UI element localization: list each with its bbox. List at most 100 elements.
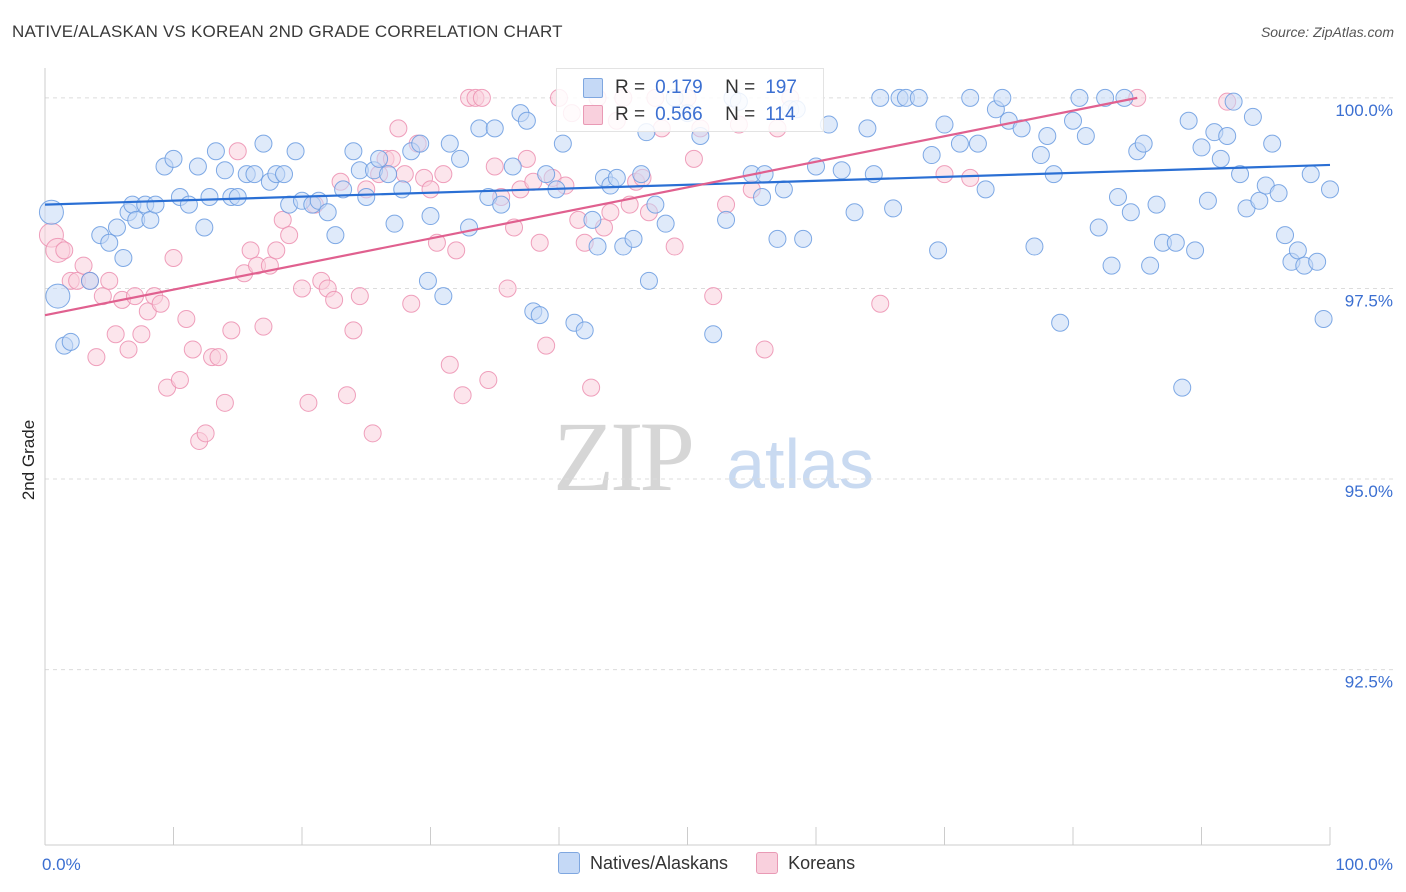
scatter-point [1288, 241, 1307, 260]
scatter-point [215, 393, 234, 412]
r-value: 0.566 [655, 104, 703, 125]
watermark: ZIP atlas [553, 401, 874, 512]
scatter-point [275, 165, 294, 184]
scatter-point [1321, 180, 1339, 199]
scatter-point [575, 321, 594, 340]
scatter-point [1276, 226, 1295, 245]
stats-swatch-pink [583, 105, 603, 125]
stats-legend: R = 0.179 N = 197 R = 0.566 N = 114 [556, 68, 824, 132]
scatter-point [164, 149, 183, 168]
scatter-point [582, 378, 601, 397]
scatter-point [363, 424, 382, 443]
scatter-point [1243, 107, 1262, 126]
n-value: 197 [765, 77, 797, 98]
scatter-point [61, 332, 80, 351]
scatter-point [421, 207, 440, 226]
scatter-point [485, 157, 504, 176]
scatter-point [479, 370, 498, 389]
scatter-point [254, 134, 273, 153]
scatter-point [1198, 191, 1217, 210]
legend-item-natives[interactable]: Natives/Alaskans [558, 852, 728, 874]
scatter-point [434, 287, 453, 306]
scatter-point [379, 165, 398, 184]
scatter-point [151, 294, 170, 313]
scatter-point [87, 348, 106, 367]
scatter-point [704, 325, 723, 344]
scatter-point [164, 248, 183, 267]
scatter-point [215, 161, 234, 180]
scatter-point [1051, 313, 1070, 332]
scatter-point [492, 195, 511, 214]
scatter-point [421, 180, 440, 199]
scatter-point [402, 294, 421, 313]
scatter-point [646, 195, 665, 214]
n-label: N = [725, 77, 756, 98]
scatter-point [935, 165, 954, 184]
n-label: N = [725, 104, 756, 125]
scatter-point [286, 142, 305, 161]
scatter-point [326, 226, 345, 245]
scatter-point [100, 271, 119, 290]
scatter-point [1186, 241, 1205, 260]
scatter-point [228, 142, 247, 161]
scatter-point [1173, 378, 1192, 397]
scatter-point [1308, 252, 1327, 271]
scatter-point [460, 218, 479, 237]
scatter-point [106, 325, 125, 344]
scatter-point [774, 180, 793, 199]
scatter-point [993, 88, 1012, 107]
scatter-point [254, 317, 273, 336]
trend-line [44, 96, 1138, 317]
scatter-point [1064, 111, 1082, 130]
scatter-point [393, 180, 412, 199]
legend-item-koreans[interactable]: Koreans [756, 852, 855, 874]
scatter-point [267, 241, 286, 260]
scatter-point [768, 229, 787, 248]
n-value: 114 [765, 104, 796, 125]
tick-labels: 92.5% 95.0% 97.5% 100.0% 0.0% 100.0% 2nd Grade [19, 101, 1393, 874]
scatter-point [1096, 88, 1115, 107]
scatter-point [447, 241, 466, 260]
scatter-point [961, 168, 980, 187]
scatter-point [209, 348, 228, 367]
source-credit: Source: ZipAtlas.com [1260, 24, 1394, 40]
scatter-point [370, 149, 389, 168]
scatter-point [1102, 256, 1121, 275]
scatter-point [530, 306, 549, 325]
scatter-point [1147, 195, 1166, 214]
scatter-point [1314, 309, 1333, 328]
scatter-point [624, 229, 643, 248]
r-label: R = [615, 77, 646, 98]
scatter-point [1115, 88, 1134, 107]
scatter-point [1179, 111, 1198, 130]
scatter-point [498, 279, 517, 298]
legend-label: Koreans [788, 852, 856, 873]
scatter-point [922, 146, 941, 165]
scatter-point [1089, 218, 1108, 237]
scatter-point [583, 210, 602, 229]
scatter-point [146, 195, 165, 214]
scatter-point [1224, 92, 1243, 111]
scatter-point [183, 340, 202, 359]
scatter-point [858, 119, 877, 138]
scatter-point [1076, 126, 1095, 145]
scatter-point [337, 386, 356, 405]
scatter-point [119, 340, 138, 359]
scatter-point [141, 210, 160, 229]
stats-row-koreans: R = 0.566 N = 114 [583, 104, 796, 126]
x-tick-label: 0.0% [42, 855, 81, 874]
scatter-point [1166, 233, 1185, 252]
scatter-point [74, 256, 93, 275]
scatter-point [245, 165, 264, 184]
scatter-point [280, 226, 299, 245]
scatter-point [1250, 191, 1269, 210]
series-legend: Natives/Alaskans Koreans [558, 852, 855, 874]
scatter-point [639, 271, 658, 290]
watermark-atlas: atlas [726, 425, 874, 503]
scatter-point [241, 241, 260, 260]
scatter-point [1263, 134, 1282, 153]
scatter-point [607, 168, 626, 187]
scatter-point [1031, 146, 1050, 165]
scatter-point [950, 134, 969, 153]
